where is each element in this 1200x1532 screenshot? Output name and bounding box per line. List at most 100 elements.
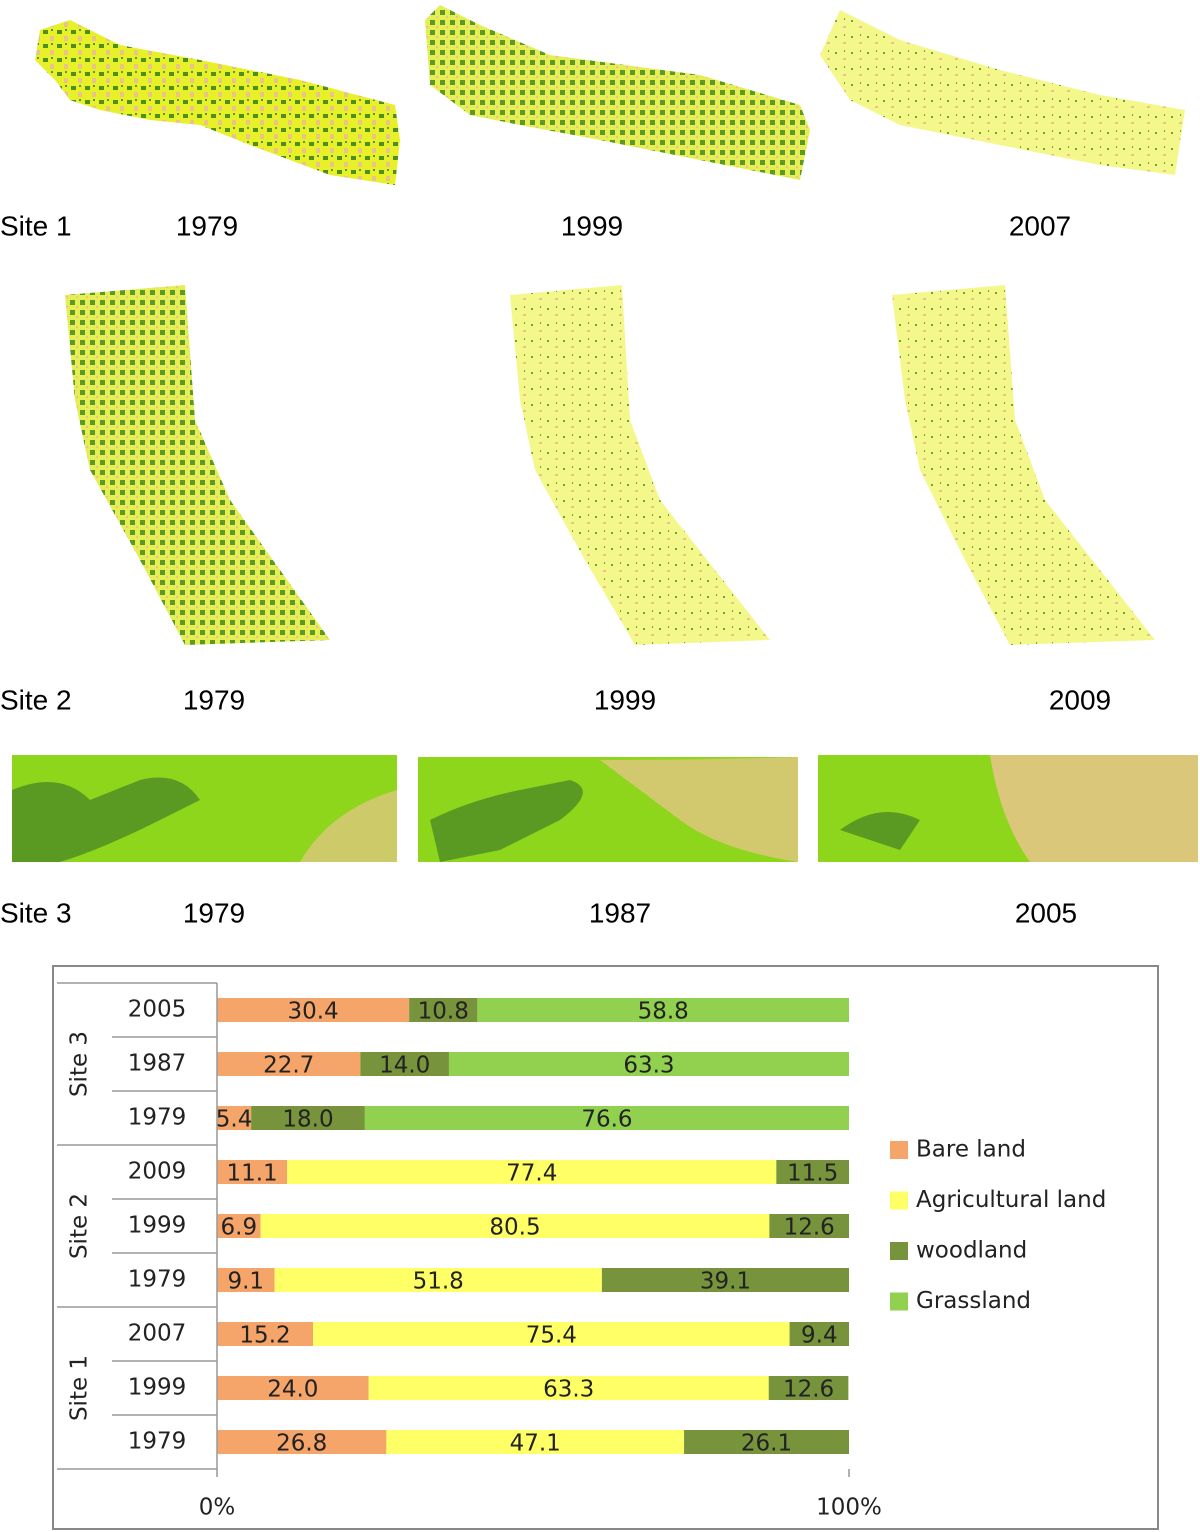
bar-segment (448, 1052, 849, 1076)
bar-segment (260, 1214, 770, 1238)
year-label: 1987 (589, 897, 651, 928)
map-image (820, 10, 1185, 175)
data-label: 39.1 (700, 1269, 751, 1295)
data-label: 77.4 (506, 1161, 557, 1187)
bar-segment (364, 1106, 849, 1130)
data-label: 63.3 (543, 1377, 594, 1403)
legend-swatch (890, 1191, 908, 1210)
data-label: 15.2 (239, 1323, 290, 1349)
bar-segment (217, 1160, 288, 1184)
chart-frame (52, 965, 1159, 1530)
site-label: Site 1 (0, 210, 72, 241)
legend-swatch (890, 1292, 908, 1311)
data-label: 6.9 (221, 1215, 258, 1241)
map-feature (840, 812, 920, 850)
map-image (35, 20, 400, 185)
bar-segment (217, 1376, 369, 1400)
bar-segment (789, 1322, 849, 1346)
legend-swatch (890, 1242, 908, 1260)
y-tick-label: 1979 (128, 1267, 187, 1293)
data-label: 18.0 (282, 1107, 333, 1133)
bar-segment (769, 1214, 849, 1238)
bar-segment (368, 1376, 769, 1400)
map-feature (12, 777, 200, 862)
data-label: 5.4 (216, 1107, 253, 1133)
year-label: 2009 (1049, 684, 1111, 715)
year-label: 1979 (183, 897, 245, 928)
map-feature (430, 780, 583, 862)
map-feature (600, 757, 798, 862)
data-label: 12.6 (784, 1215, 835, 1241)
site-label: Site 3 (0, 897, 72, 928)
site-label: Site 2 (0, 684, 72, 715)
year-label: 1999 (561, 210, 623, 241)
bar-segment (217, 998, 410, 1022)
map-feature (300, 790, 397, 862)
group-label: Site 3 (67, 1031, 93, 1097)
map-image (65, 285, 330, 645)
group-label: Site 1 (67, 1355, 93, 1421)
legend-swatch (890, 1141, 908, 1159)
data-label: 76.6 (581, 1107, 632, 1133)
map-image (425, 5, 810, 180)
data-label: 75.4 (526, 1323, 577, 1349)
data-label: 24.0 (267, 1377, 318, 1403)
map-image (510, 285, 770, 645)
data-label: 47.1 (510, 1431, 561, 1457)
map-image (892, 285, 1155, 645)
y-tick-label: 1999 (128, 1375, 187, 1401)
data-label: 63.3 (623, 1053, 674, 1079)
bar-segment (768, 1376, 849, 1400)
year-label: 1979 (176, 210, 238, 241)
data-label: 26.1 (741, 1431, 792, 1457)
y-tick-label: 1999 (128, 1213, 187, 1239)
year-label: 2007 (1009, 210, 1071, 241)
data-label: 14.0 (379, 1053, 430, 1079)
legend-label: Grassland (916, 1288, 1031, 1314)
map-feature (990, 755, 1198, 862)
bar-segment (776, 1160, 849, 1184)
y-tick-label: 2007 (128, 1321, 187, 1347)
x-tick-label: 0% (199, 1495, 236, 1521)
year-label: 1979 (183, 684, 245, 715)
bar-segment (360, 1052, 449, 1076)
chart (52, 965, 1159, 1530)
data-label: 9.4 (801, 1323, 838, 1349)
legend-label: Agricultural land (916, 1187, 1106, 1213)
bar-segment (684, 1430, 849, 1454)
data-label: 11.5 (787, 1161, 838, 1187)
bar-segment (287, 1160, 777, 1184)
legend-label: Bare land (916, 1137, 1026, 1163)
bar-segment (409, 998, 478, 1022)
data-label: 30.4 (287, 999, 338, 1025)
data-label: 22.7 (263, 1053, 314, 1079)
year-label: 1999 (594, 684, 656, 715)
bar-segment (601, 1268, 849, 1292)
y-tick-label: 1979 (128, 1105, 187, 1131)
year-label: 2005 (1015, 897, 1077, 928)
bar-segment (217, 1214, 261, 1238)
group-label: Site 2 (67, 1193, 93, 1259)
data-label: 10.8 (418, 999, 469, 1025)
y-tick-label: 1987 (128, 1051, 187, 1077)
bar-segment (217, 1106, 252, 1130)
bar-segment (251, 1106, 365, 1130)
bar-segment (217, 1430, 387, 1454)
bar-segment (217, 1322, 314, 1346)
y-tick-label: 1979 (128, 1429, 187, 1455)
legend-label: woodland (916, 1238, 1027, 1264)
bar-segment (477, 998, 849, 1022)
bar-segment (386, 1430, 685, 1454)
data-label: 12.6 (783, 1377, 834, 1403)
data-label: 9.1 (227, 1269, 264, 1295)
maps (12, 5, 1198, 862)
bar-segment (217, 1052, 361, 1076)
data-label: 58.8 (638, 999, 689, 1025)
y-tick-label: 2009 (128, 1159, 187, 1185)
data-label: 51.8 (413, 1269, 464, 1295)
data-label: 80.5 (489, 1215, 540, 1241)
x-tick-label: 100% (816, 1495, 882, 1521)
y-tick-label: 2005 (128, 997, 187, 1023)
bar-segment (313, 1322, 790, 1346)
